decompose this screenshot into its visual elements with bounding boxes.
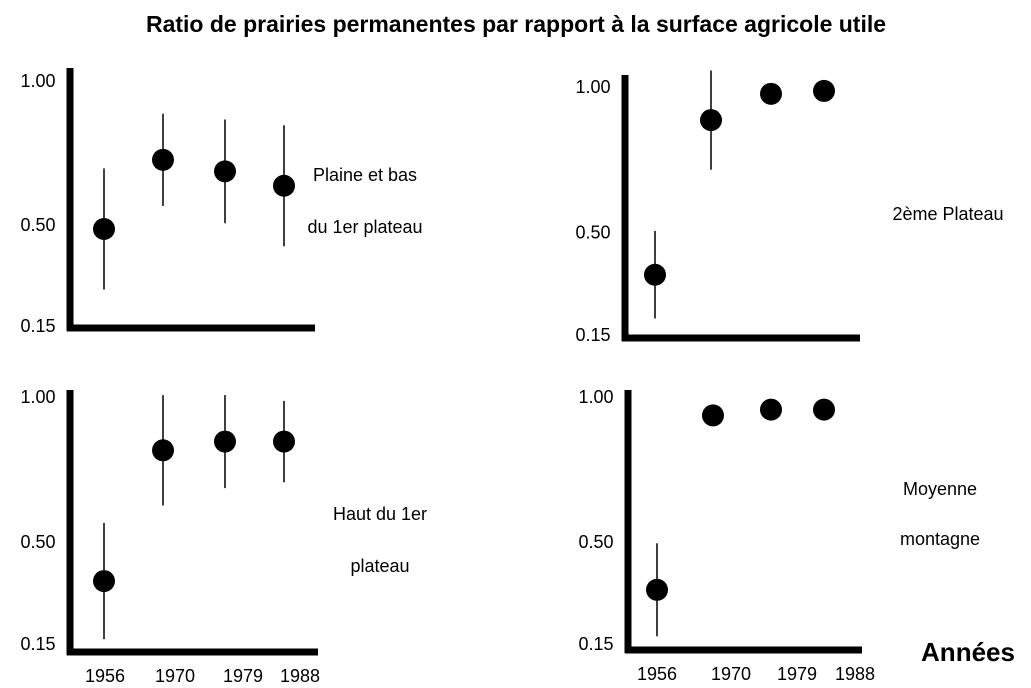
- x-tick-label: 1979: [777, 664, 817, 684]
- point: [93, 570, 115, 593]
- point: [214, 160, 236, 183]
- y-tick-label: 1.00: [575, 77, 610, 97]
- x-axis-label: Années: [921, 637, 1015, 667]
- annotation: Plaine et bas: [313, 165, 417, 185]
- point: [152, 148, 174, 171]
- y-tick-label: 0.50: [20, 215, 55, 235]
- annotation: 2ème Plateau: [892, 204, 1003, 224]
- point: [813, 398, 835, 421]
- point: [644, 263, 666, 286]
- point: [273, 430, 295, 453]
- x-tick-label: 1970: [155, 666, 195, 686]
- chart-title: Ratio de prairies permanentes par rappor…: [146, 11, 886, 37]
- y-tick-label: 0.15: [20, 634, 55, 654]
- x-tick-label: 1988: [835, 664, 875, 684]
- point: [646, 578, 668, 601]
- point: [700, 109, 722, 132]
- y-tick-label: 0.50: [578, 532, 613, 552]
- y-tick-label: 0.50: [20, 532, 55, 552]
- point: [152, 439, 174, 462]
- annotation: montagne: [900, 529, 980, 549]
- y-tick-label: 0.15: [20, 316, 55, 336]
- point: [813, 79, 835, 102]
- y-tick-label: 0.50: [575, 223, 610, 243]
- point: [93, 218, 115, 240]
- x-tick-label: 1988: [280, 666, 320, 686]
- y-tick-label: 1.00: [20, 387, 55, 407]
- annotation: Moyenne: [903, 479, 977, 499]
- point: [760, 398, 782, 421]
- point: [214, 430, 236, 453]
- x-tick-label: 1970: [711, 664, 751, 684]
- y-tick-label: 1.00: [578, 387, 613, 407]
- y-tick-label: 1.00: [20, 71, 55, 91]
- annotation: plateau: [350, 556, 409, 576]
- x-tick-label: 1956: [85, 666, 125, 686]
- x-tick-label: 1979: [223, 666, 263, 686]
- x-tick-label: 1956: [637, 664, 677, 684]
- annotation: Haut du 1er: [333, 504, 427, 524]
- point: [760, 82, 782, 105]
- point: [273, 174, 295, 197]
- point: [702, 404, 724, 427]
- y-tick-label: 0.15: [575, 325, 610, 345]
- annotation: du 1er plateau: [307, 217, 422, 237]
- y-tick-label: 0.15: [578, 634, 613, 654]
